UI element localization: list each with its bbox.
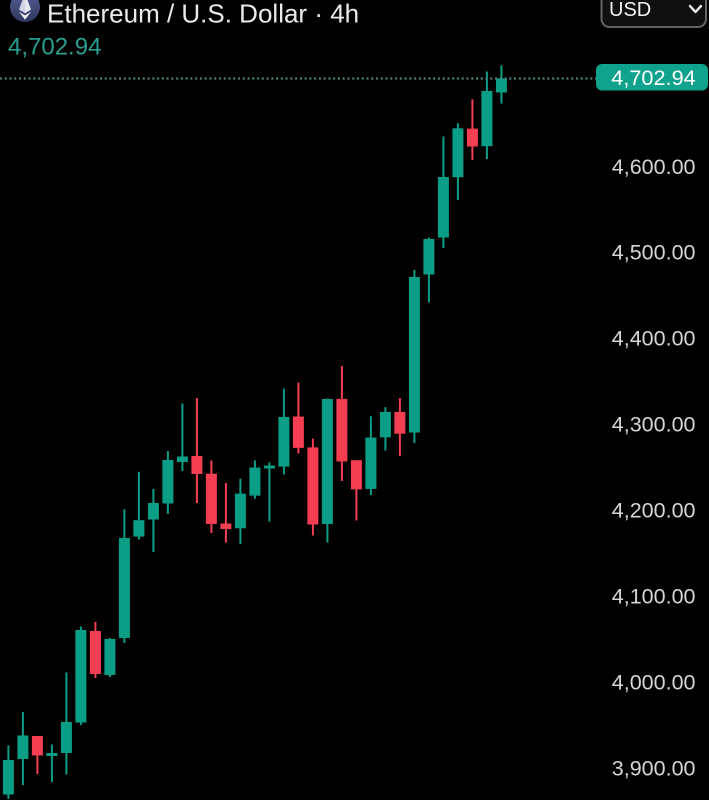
svg-text:3,900.00: 3,900.00 — [612, 756, 696, 780]
svg-text:4,500.00: 4,500.00 — [612, 241, 696, 265]
svg-text:4,100.00: 4,100.00 — [612, 585, 696, 609]
svg-text:4,702.94: 4,702.94 — [8, 34, 101, 61]
svg-text:4,300.00: 4,300.00 — [612, 413, 696, 437]
svg-text:4,400.00: 4,400.00 — [612, 327, 696, 351]
svg-text:4,000.00: 4,000.00 — [612, 670, 696, 694]
svg-text:USD: USD — [609, 0, 651, 21]
svg-text:Ethereum / U.S. Dollar · 4h: Ethereum / U.S. Dollar · 4h — [47, 0, 359, 29]
svg-text:4,200.00: 4,200.00 — [612, 499, 696, 523]
svg-text:4,702.94: 4,702.94 — [611, 65, 695, 90]
svg-text:4,600.00: 4,600.00 — [612, 155, 696, 179]
